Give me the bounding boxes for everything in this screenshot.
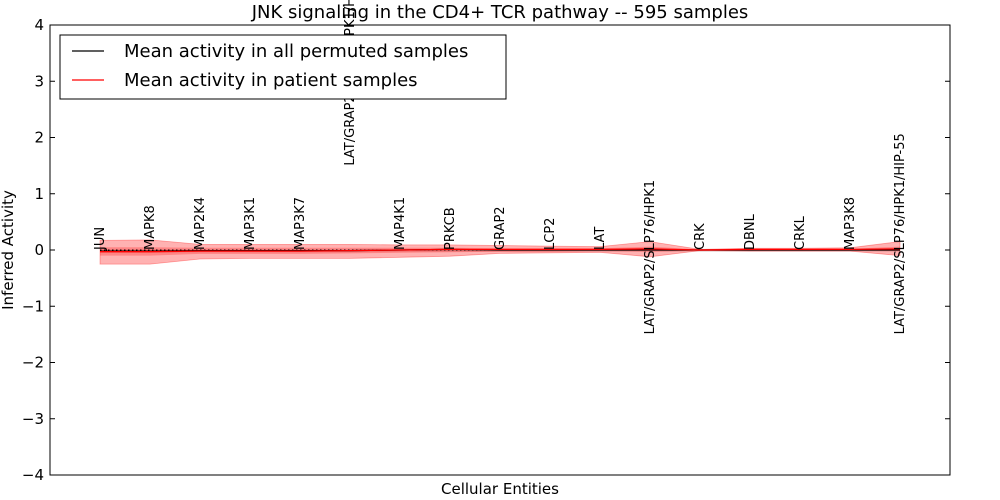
category-label: MAP4K1	[393, 197, 408, 250]
y-tick-label: −3	[22, 410, 44, 428]
y-tick-label: −1	[22, 297, 44, 315]
category-label: JUN	[93, 227, 108, 251]
category-label: LAT/GRAP2/SLP76/HPK1	[643, 180, 658, 334]
plot-frame	[49, 24, 951, 476]
category-label: PRKCB	[443, 207, 458, 250]
chart-title: JNK signaling in the CD4+ TCR pathway --…	[251, 2, 749, 23]
category-label: GRAP2	[493, 206, 508, 250]
legend-label-patient: Mean activity in patient samples	[124, 70, 418, 91]
patient-band-inner	[100, 246, 900, 256]
x-axis-label: Cellular Entities	[441, 480, 559, 498]
series-lines	[100, 248, 901, 253]
y-tick-label: 3	[34, 72, 44, 90]
y-tick-label: −4	[22, 466, 44, 484]
category-label: LAT/GRAP2/SLP76/HPK1/HIP-55	[893, 133, 908, 334]
y-axis: −4 −3 −2 −1 0 1 2 3 4	[22, 16, 950, 484]
y-axis-label: Inferred Activity	[0, 190, 17, 310]
category-label: MAPK8	[143, 205, 158, 250]
y-tick-label: 4	[34, 16, 44, 34]
category-label: MAP3K1	[243, 197, 258, 250]
legend-label-permuted: Mean activity in all permuted samples	[124, 41, 468, 62]
y-tick-label: 2	[34, 129, 44, 147]
legend: Mean activity in all permuted samples Me…	[59, 34, 507, 100]
legend-box	[59, 34, 507, 100]
y-tick-label: 0	[34, 241, 44, 259]
category-labels: JUN MAPK8 MAP2K4 MAP3K1 MAP3K7 LAT/GRAP2/SLP7…	[93, 0, 908, 334]
y-tick-label: −2	[22, 354, 44, 372]
patient-band-outer	[99, 239, 901, 265]
category-label: LAT	[593, 227, 608, 250]
category-label: MAP3K7	[293, 197, 308, 250]
category-label: LCP2	[543, 218, 558, 250]
category-label: MAP2K4	[193, 197, 208, 250]
category-label: CRKL	[793, 215, 808, 250]
category-label: DBNL	[743, 213, 758, 250]
patient-mean-line	[100, 248, 901, 253]
y-tick-label: 1	[34, 185, 44, 203]
category-label: MAP3K8	[843, 197, 858, 250]
category-label: CRK	[693, 223, 708, 250]
